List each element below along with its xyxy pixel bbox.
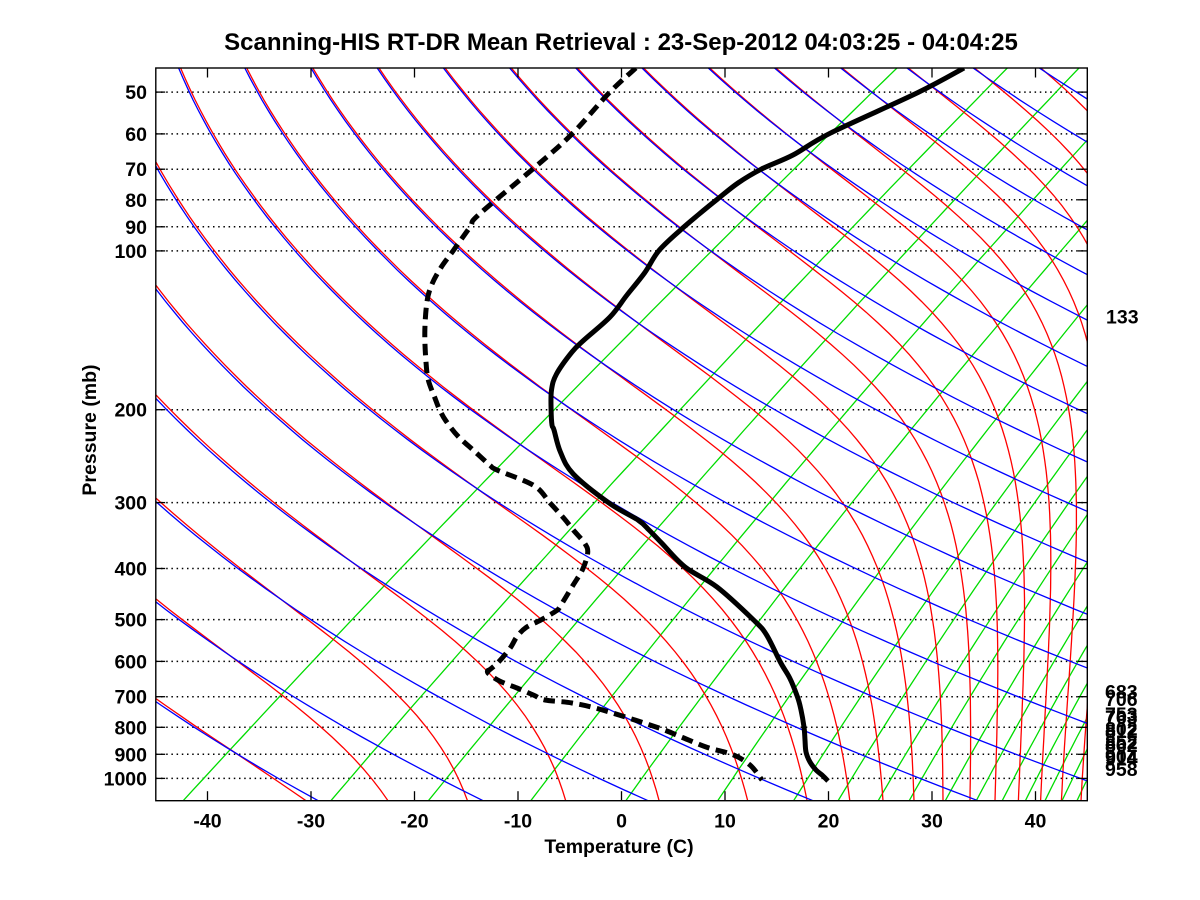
svg-text:50: 50: [125, 82, 147, 104]
svg-text:90: 90: [125, 217, 147, 239]
svg-text:10: 10: [714, 811, 736, 833]
svg-text:-40: -40: [193, 811, 221, 833]
svg-text:0: 0: [616, 811, 627, 833]
svg-text:Temperature (C): Temperature (C): [544, 836, 693, 858]
svg-text:1000: 1000: [104, 768, 148, 790]
svg-text:-10: -10: [504, 811, 532, 833]
svg-text:400: 400: [114, 559, 147, 581]
svg-text:300: 300: [114, 493, 147, 515]
svg-text:914: 914: [1105, 748, 1138, 770]
svg-text:200: 200: [114, 400, 147, 422]
svg-text:133: 133: [1106, 307, 1139, 329]
svg-text:763: 763: [1105, 707, 1138, 729]
svg-text:812: 812: [1105, 721, 1138, 743]
svg-text:600: 600: [114, 651, 147, 673]
svg-text:683: 683: [1105, 682, 1138, 704]
svg-text:30: 30: [921, 811, 943, 833]
svg-text:40: 40: [1025, 811, 1047, 833]
svg-text:Scanning-HIS RT-DR Mean Retrie: Scanning-HIS RT-DR Mean Retrieval : 23-S…: [224, 29, 1018, 56]
svg-text:20: 20: [818, 811, 840, 833]
svg-text:70: 70: [125, 159, 147, 181]
svg-text:802: 802: [1105, 718, 1138, 740]
svg-text:900: 900: [114, 744, 147, 766]
svg-text:852: 852: [1105, 732, 1138, 754]
svg-text:862: 862: [1105, 735, 1138, 757]
svg-text:Pressure (mb): Pressure (mb): [79, 364, 101, 495]
svg-text:60: 60: [125, 124, 147, 146]
svg-text:958: 958: [1105, 759, 1138, 781]
svg-text:706: 706: [1105, 689, 1138, 711]
svg-text:80: 80: [125, 190, 147, 212]
svg-text:100: 100: [114, 241, 147, 263]
svg-text:753: 753: [1105, 704, 1138, 726]
svg-text:800: 800: [114, 717, 147, 739]
svg-text:500: 500: [114, 610, 147, 632]
svg-text:-30: -30: [297, 811, 325, 833]
svg-text:700: 700: [114, 687, 147, 709]
svg-text:-20: -20: [400, 811, 428, 833]
svg-text:904: 904: [1105, 746, 1138, 768]
